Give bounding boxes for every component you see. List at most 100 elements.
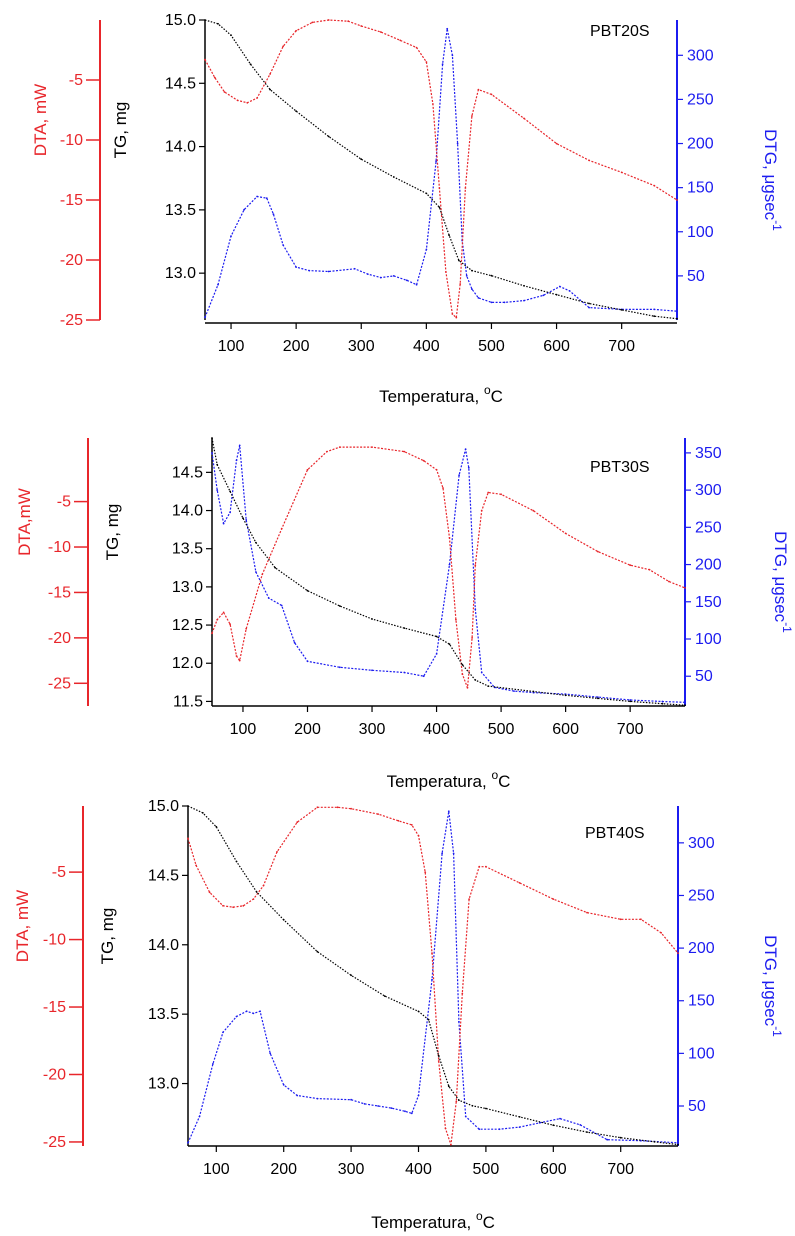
tg-series-line-point (629, 700, 632, 703)
dta-series-line-point (216, 618, 219, 621)
x-axis-title: Temperatura, oC (387, 768, 511, 791)
tg-series-line-point (447, 1085, 450, 1088)
dtg-series-line-point (269, 1052, 272, 1055)
tg-series-line-point (255, 891, 258, 893)
x-axis-title: Temperatura, oC (379, 383, 503, 406)
dtg-series-line-point (464, 448, 467, 451)
dta-series-line-point (552, 898, 555, 900)
tg-tick-label: 12.5 (172, 617, 203, 634)
dtg-series-line-point (353, 267, 356, 270)
tg-series-line-point (437, 1054, 440, 1057)
dta-series-line-point (327, 19, 330, 21)
dtg-series-line-point (222, 522, 225, 525)
dta-series-line-point (222, 611, 225, 614)
dta-series-line-point (588, 159, 590, 162)
panel-pbt40s: 13.0 13.5 14.0 14.5 15.0 TG, mg -5 -10 -15 -20 -25… (13, 798, 784, 1232)
tg-series-line (211, 437, 686, 706)
dta-series-line-point (448, 537, 451, 539)
tg-series-line-point (371, 618, 373, 620)
dta-series-line-point (204, 58, 206, 61)
tg-series-line-point (653, 1140, 656, 1143)
tg-series-line-point (490, 274, 493, 277)
dta-series-line (187, 806, 679, 1146)
dtg-series-line-point (441, 852, 443, 855)
dta-series-line-point (500, 493, 502, 496)
dtg-tick-label: 200 (688, 940, 715, 957)
dtg-series-line-point (523, 299, 525, 302)
tg-series-line-point (487, 685, 490, 687)
tg-series-line-point (552, 1124, 555, 1127)
dta-series-line-point (245, 627, 248, 630)
dta-series-line-point (377, 813, 379, 815)
tg-series-line-point (458, 1099, 460, 1102)
dtg-series-line-point (568, 290, 571, 292)
tg-series-line-point (458, 259, 460, 262)
dtg-series-line-point (465, 275, 468, 277)
dta-series-line-point (282, 45, 284, 48)
dta-series-line-point (246, 101, 249, 104)
tg-tick-label: 15.0 (148, 798, 179, 815)
dtg-tick-label: 300 (688, 835, 715, 852)
dta-series-line-point (445, 271, 447, 273)
dta-series-line-point (252, 898, 255, 900)
x-tick-label: 100 (203, 1161, 230, 1178)
dta-axis-title: DTA, mW (13, 890, 32, 962)
dtg-series-line-point (458, 1020, 460, 1023)
dtg-series-line-point (588, 306, 590, 309)
tg-series-line-point (425, 192, 428, 195)
dta-series-line-point (222, 904, 224, 907)
dta-tick-label: -15 (60, 192, 83, 209)
dta-series-line-point (347, 20, 350, 23)
dta-series-line-point (262, 884, 265, 887)
dta-series-line-point (236, 99, 239, 102)
dta-series-line-point (211, 632, 213, 635)
dtg-tick-label: 350 (695, 445, 722, 462)
dta-series-line-point (326, 450, 328, 453)
tg-tick-label: 13.5 (165, 202, 196, 219)
tg-tick-label: 13.5 (172, 541, 203, 558)
tg-series-line-point (684, 704, 686, 707)
dta-series-line-point (597, 550, 599, 553)
dtg-series-line-point (518, 1126, 521, 1128)
dtg-series-line-point (464, 1115, 467, 1118)
dtg-series-line-point (478, 1128, 481, 1131)
dta-tick-label: -20 (60, 252, 83, 269)
dtg-series-line (187, 810, 679, 1144)
tg-series-line-point (216, 463, 219, 466)
sample-label: PBT30S (590, 459, 650, 476)
tg-series-line-point (586, 1131, 588, 1133)
tg-tick-label: 13.0 (165, 265, 196, 282)
tg-series-line-point (523, 284, 525, 287)
tg-series-line-point (295, 110, 297, 112)
x-tick-label: 300 (359, 721, 386, 738)
dtg-series-line-point (403, 671, 406, 674)
tg-series-line-point (201, 812, 204, 814)
tg-series-line-point (316, 950, 319, 953)
tg-series-line-point (217, 22, 219, 25)
tg-series-line-point (435, 635, 438, 638)
dtg-series-line-point (350, 1098, 352, 1101)
dta-series-line-point (338, 446, 341, 448)
dtg-series-line-point (255, 571, 257, 573)
tg-tick-label: 13.0 (148, 1076, 179, 1093)
tg-series-line-point (392, 176, 395, 178)
tg-series-line-point (518, 1116, 521, 1118)
tg-series-line-point (306, 589, 309, 592)
dtg-series-line-point (280, 604, 283, 607)
dtg-series-line-point (243, 208, 246, 211)
dtg-series-line-point (256, 195, 258, 198)
dtg-series-line-point (629, 699, 632, 701)
dtg-series-line-point (245, 1010, 248, 1013)
dta-series-line-point (435, 468, 438, 471)
dtg-series-line-point (252, 1012, 255, 1015)
dtg-tick-label: 200 (695, 557, 722, 574)
dta-series-line-point (438, 187, 441, 189)
tg-series-line-point (676, 317, 678, 320)
dtg-series-line-point (390, 1107, 393, 1109)
dta-series-line-point (371, 446, 373, 448)
dtg-series-line-point (677, 1141, 679, 1144)
dta-tick-label: -20 (48, 630, 71, 647)
dtg-series-line-point (456, 142, 459, 145)
dtg-series-line-point (435, 160, 437, 163)
tg-series-line-point (474, 679, 477, 681)
